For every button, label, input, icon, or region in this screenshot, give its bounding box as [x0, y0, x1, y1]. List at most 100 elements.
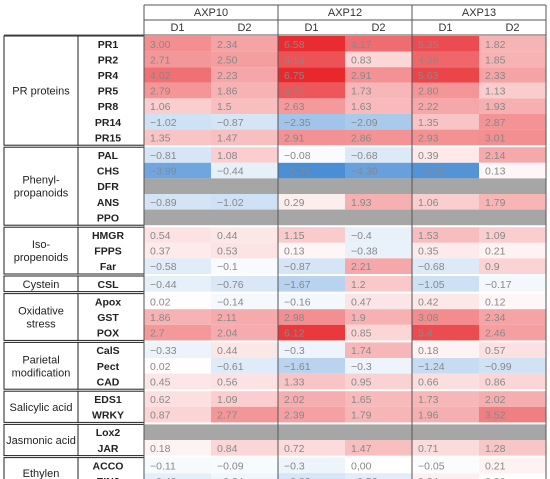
cell-value: 1.65	[351, 394, 372, 406]
heat-cell	[211, 258, 278, 274]
heat-cell	[144, 309, 211, 325]
heat-cell	[278, 440, 345, 456]
heat-cell	[144, 98, 211, 114]
heat-cell	[278, 51, 345, 68]
heat-cell	[211, 147, 278, 163]
heat-cell	[144, 473, 211, 479]
cell-value: 0.54	[150, 230, 171, 242]
heat-cell	[278, 373, 345, 390]
heat-cell	[278, 342, 345, 358]
cell-value: −0.3	[351, 361, 372, 373]
cell-value: 1.2	[351, 279, 366, 291]
heat-cell	[479, 82, 546, 99]
cell-value: 0.13	[284, 246, 305, 258]
cell-value: −5.02	[418, 166, 445, 178]
column-group-label: AXP10	[194, 7, 228, 19]
heat-cell	[278, 227, 345, 243]
heat-cell	[278, 162, 345, 179]
cell-value: −2.35	[284, 117, 311, 129]
heat-cell	[278, 324, 345, 341]
cell-value: 1.93	[485, 101, 506, 113]
column-group-label: AXP12	[328, 7, 362, 19]
heat-cell	[144, 342, 211, 358]
column-label: D1	[170, 22, 184, 34]
row-label: HMGR	[92, 230, 124, 242]
cell-value: −0.05	[418, 460, 445, 472]
cell-value: 2.46	[485, 328, 506, 340]
heat-cell	[345, 276, 412, 292]
cell-value: 3.00	[150, 39, 171, 51]
heat-cell	[345, 194, 412, 210]
cell-value: −0.99	[485, 361, 512, 373]
heat-cell	[144, 440, 211, 456]
cell-value: −1.24	[418, 361, 445, 373]
heat-cell	[412, 51, 479, 68]
heat-cell	[144, 82, 211, 99]
row-group-label: Jasmonic acid	[6, 435, 76, 447]
cell-value: 1.79	[351, 410, 372, 422]
cell-value: 2.86	[351, 132, 372, 144]
heat-cell	[345, 258, 412, 274]
cell-value: 1.35	[150, 132, 171, 144]
cell-value: 1.35	[418, 117, 439, 129]
heat-cell	[412, 276, 479, 292]
cell-value: 0.37	[150, 246, 171, 258]
cell-value: −0.38	[351, 246, 378, 258]
column-label: D1	[304, 22, 318, 34]
cell-value: −0.24	[217, 476, 244, 479]
row-group-label: Iso-propenoids	[14, 239, 69, 264]
cell-value: 1.63	[351, 101, 372, 113]
cell-value: 2.02	[284, 394, 305, 406]
row-label: PPO	[97, 212, 119, 224]
row-label: EDS1	[94, 394, 122, 406]
row-label: JAR	[97, 443, 118, 455]
cell-value: 1.73	[418, 394, 439, 406]
cell-value: 1.09	[217, 394, 238, 406]
cell-value: 0.21	[485, 460, 506, 472]
heat-cell	[345, 147, 412, 163]
cell-value: 2.50	[217, 54, 238, 66]
row-label: CAD	[97, 376, 120, 388]
row-group-label: PR proteins	[12, 86, 70, 98]
heat-cell	[345, 358, 412, 374]
heat-cell	[278, 98, 345, 114]
cell-value: 3.52	[485, 410, 506, 422]
column-label: D2	[371, 22, 385, 34]
cell-value: 2.63	[284, 101, 305, 113]
cell-value: 4.17	[351, 39, 372, 51]
cell-value: 6.75	[284, 70, 305, 82]
heat-cell	[278, 129, 345, 146]
heat-cell	[211, 293, 278, 310]
heat-cell	[211, 129, 278, 146]
cell-value: 2.22	[418, 101, 439, 113]
row-label: CHS	[97, 166, 119, 178]
cell-value: 0.56	[217, 376, 238, 388]
heat-cell	[412, 373, 479, 390]
row-label: CSL	[98, 279, 120, 291]
heat-cell	[211, 98, 278, 114]
heat-cell	[144, 391, 211, 407]
no-data-band	[144, 209, 546, 226]
cell-value: 0.53	[217, 246, 238, 258]
cell-value: 5.13	[284, 54, 305, 66]
heat-cell	[345, 391, 412, 407]
heat-cell	[211, 67, 278, 83]
heat-cell	[479, 36, 546, 52]
cell-value: 1.15	[284, 230, 305, 242]
heat-cell	[479, 227, 546, 243]
heat-cell	[211, 82, 278, 99]
heat-cell	[211, 276, 278, 292]
heat-cell	[144, 36, 211, 52]
column-label: D2	[237, 22, 251, 34]
heat-cell	[278, 82, 345, 99]
row-group-label: Salicylic acid	[10, 402, 73, 414]
cell-value: 0.18	[418, 345, 439, 357]
heat-cell	[144, 457, 211, 474]
heat-cell	[345, 324, 412, 341]
heat-cell	[278, 242, 345, 259]
heat-cell	[345, 227, 412, 243]
heat-cell	[144, 324, 211, 341]
heat-cell	[211, 342, 278, 358]
heat-cell	[278, 194, 345, 210]
